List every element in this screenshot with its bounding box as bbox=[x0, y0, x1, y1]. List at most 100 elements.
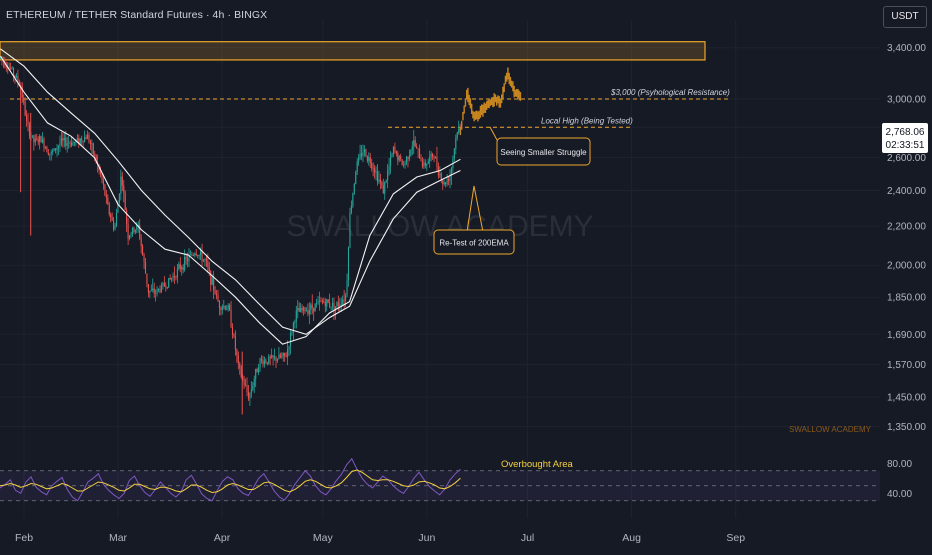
candle-body-100 bbox=[144, 261, 147, 274]
candle-body-49 bbox=[71, 142, 73, 146]
x-tick-may: May bbox=[313, 532, 334, 544]
candle-body-202 bbox=[292, 322, 294, 333]
candle-body-266 bbox=[385, 180, 387, 182]
candle-body-261 bbox=[378, 179, 380, 182]
candle-body-93 bbox=[134, 229, 136, 233]
candle-body-45 bbox=[65, 137, 67, 146]
candle-body-200 bbox=[289, 332, 292, 347]
candle-body-243 bbox=[352, 193, 354, 206]
candle-body-227 bbox=[329, 302, 331, 307]
candle-body-132 bbox=[191, 254, 193, 256]
candle-body-313 bbox=[453, 148, 455, 159]
y-tick-2-400-00: 2,400.00 bbox=[887, 186, 926, 197]
candle-body-53 bbox=[76, 137, 78, 141]
candle-body-262 bbox=[379, 179, 381, 183]
candle-body-218 bbox=[316, 303, 318, 304]
candle-body-103 bbox=[149, 290, 151, 293]
candle-body-301 bbox=[436, 157, 438, 167]
candle-body-246 bbox=[356, 161, 358, 173]
bar-countdown: 02:33:51 bbox=[886, 140, 925, 151]
candle-body-9 bbox=[13, 68, 15, 76]
candle-body-95 bbox=[137, 224, 139, 226]
candle-body-175 bbox=[253, 379, 255, 386]
candle-body-35 bbox=[50, 152, 52, 154]
candle-body-297 bbox=[430, 153, 432, 157]
candle-body-31 bbox=[44, 147, 46, 148]
candle-body-48 bbox=[69, 142, 71, 144]
candle-body-107 bbox=[155, 293, 157, 294]
candle-body-274 bbox=[397, 152, 399, 161]
y-tick-1-450-00: 1,450.00 bbox=[887, 393, 926, 404]
candle-body-233 bbox=[337, 302, 339, 306]
candle-body-181 bbox=[262, 360, 264, 365]
candle-body-154 bbox=[223, 306, 225, 307]
price-tag-bg bbox=[882, 123, 928, 153]
candle-body-143 bbox=[207, 260, 209, 268]
candle-body-267 bbox=[387, 170, 389, 181]
candle-body-208 bbox=[301, 307, 303, 311]
candle-body-7 bbox=[10, 67, 12, 69]
candle-body-287 bbox=[416, 146, 418, 149]
candle-body-79 bbox=[114, 226, 116, 230]
candle-body-102 bbox=[147, 284, 149, 293]
candle-body-169 bbox=[245, 385, 247, 386]
candle-body-36 bbox=[52, 150, 54, 153]
candle-body-60 bbox=[86, 134, 89, 140]
candle-body-275 bbox=[398, 156, 400, 161]
candle-body-113 bbox=[163, 283, 165, 287]
candle-body-51 bbox=[73, 141, 75, 143]
candle-body-260 bbox=[376, 171, 379, 182]
callout-pointer-retest bbox=[466, 185, 484, 233]
candle-body-27 bbox=[39, 136, 41, 143]
candle-body-299 bbox=[433, 156, 435, 159]
candle-body-220 bbox=[318, 300, 321, 302]
price-axis[interactable]: 3,400.003,000.002,800.002,600.002,400.00… bbox=[887, 43, 926, 500]
candle-body-141 bbox=[204, 259, 206, 261]
candle-body-41 bbox=[59, 143, 61, 146]
candle-body-185 bbox=[268, 356, 270, 364]
candle-body-251 bbox=[363, 149, 365, 153]
candle-body-264 bbox=[382, 185, 384, 194]
candle-body-213 bbox=[308, 310, 310, 315]
chart-title: ETHEREUM / TETHER Standard Futures · 4h … bbox=[6, 9, 268, 21]
candle-body-46 bbox=[66, 143, 68, 146]
candle-body-222 bbox=[321, 301, 323, 303]
candle-body-88 bbox=[127, 223, 129, 239]
callout-text-retest: Re-Test of 200EMA bbox=[439, 239, 509, 248]
candle-body-105 bbox=[152, 288, 154, 290]
candle-body-247 bbox=[358, 157, 360, 162]
candle-body-292 bbox=[423, 162, 425, 167]
candle-body-304 bbox=[440, 173, 442, 181]
candle-body-316 bbox=[458, 128, 460, 133]
candle-body-94 bbox=[136, 225, 138, 230]
candle-body-161 bbox=[233, 334, 235, 337]
callout-pointer-struggle bbox=[489, 126, 498, 141]
callout-text-struggle: Seeing Smaller Struggle bbox=[500, 148, 587, 157]
candle-body-123 bbox=[178, 264, 180, 269]
candle-body-295 bbox=[427, 161, 429, 164]
candle-body-293 bbox=[424, 162, 426, 166]
candle-body-17 bbox=[24, 101, 26, 116]
candle-body-253 bbox=[366, 156, 368, 161]
candle-body-38 bbox=[55, 148, 57, 150]
annotation-overbought: Overbought Area bbox=[501, 459, 574, 470]
candle-body-82 bbox=[118, 193, 120, 203]
x-tick-jul: Jul bbox=[521, 532, 534, 544]
callout-box-retest bbox=[433, 229, 515, 255]
candle-body-234 bbox=[339, 304, 341, 306]
annotation-psychological-resistance: $3,000 (Psyhological Resistance) bbox=[610, 88, 730, 97]
annotation-local-high: Local High (Being Tested) bbox=[541, 116, 633, 125]
candle-body-232 bbox=[336, 302, 338, 307]
candle-body-315 bbox=[456, 132, 458, 139]
candle-body-72 bbox=[104, 184, 106, 196]
candle-body-245 bbox=[355, 172, 357, 184]
time-axis[interactable]: Feb Mar Apr May Jun Jul Aug Sep bbox=[15, 532, 745, 544]
current-price: 2,768.06 bbox=[886, 127, 925, 138]
candle-body-124 bbox=[179, 264, 181, 270]
candle-body-54 bbox=[78, 137, 80, 144]
candle-body-257 bbox=[372, 168, 374, 170]
candle-body-137 bbox=[198, 254, 200, 256]
currency-button[interactable]: USDT bbox=[883, 6, 927, 28]
